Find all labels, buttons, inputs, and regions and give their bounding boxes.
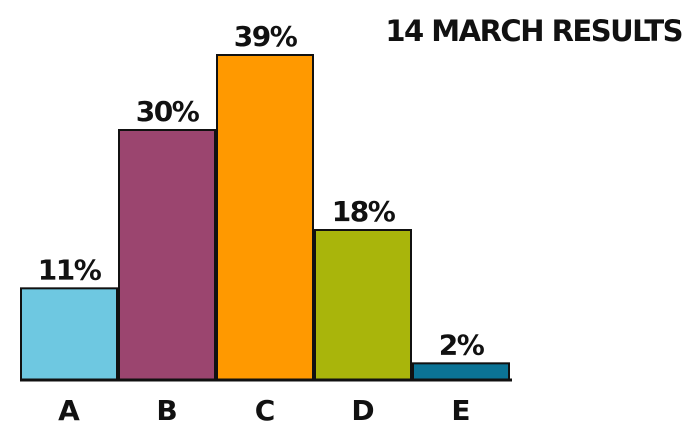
x-axis-tick-labels: A B C D E [58,394,470,425]
bar-e [412,362,510,382]
bars-group [20,54,510,382]
tick-label-d: D [351,394,374,425]
bar-b [118,129,216,381]
bar-a [20,287,118,382]
data-label-b: 30% [136,95,200,128]
chart-title: 14 MARCH RESULTS [385,14,682,48]
tick-label-e: E [451,394,470,425]
data-labels-group: 11% 30% 39% 18% 2% [38,20,486,361]
data-label-e: 2% [439,328,485,361]
tick-label-a: A [58,394,80,425]
bar-d [314,229,412,381]
bar-c [216,54,314,381]
data-label-a: 11% [38,253,102,286]
tick-label-c: C [255,394,276,425]
data-label-c: 39% [234,20,298,53]
tick-label-b: B [156,394,177,425]
data-label-d: 18% [332,195,396,228]
